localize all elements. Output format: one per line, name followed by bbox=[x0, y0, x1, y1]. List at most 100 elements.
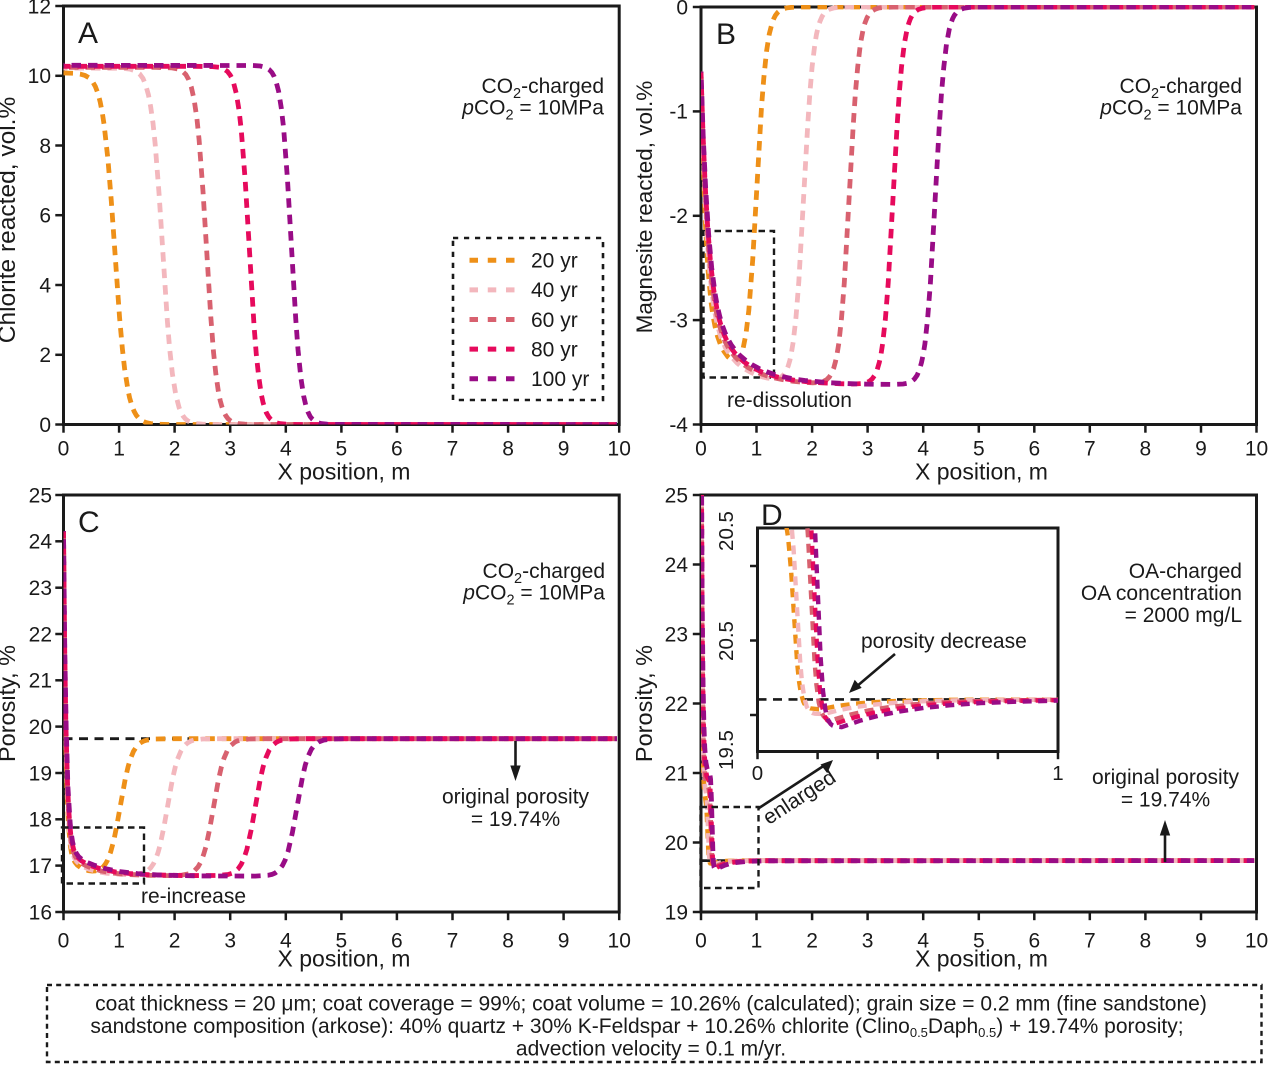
svg-text:X position, m: X position, m bbox=[278, 459, 411, 485]
svg-text:X position, m: X position, m bbox=[915, 459, 1048, 485]
svg-text:40 yr: 40 yr bbox=[531, 279, 578, 302]
svg-text:CO2-charged: CO2-charged bbox=[483, 560, 605, 587]
svg-text:original porosity: original porosity bbox=[442, 786, 590, 809]
svg-text:2: 2 bbox=[806, 438, 818, 461]
svg-text:0: 0 bbox=[39, 414, 51, 437]
svg-text:23: 23 bbox=[29, 577, 52, 600]
svg-text:porosity decrease: porosity decrease bbox=[861, 630, 1027, 653]
svg-text:6: 6 bbox=[1028, 930, 1040, 953]
svg-text:10: 10 bbox=[608, 438, 631, 461]
svg-text:21: 21 bbox=[665, 762, 688, 785]
svg-text:8: 8 bbox=[502, 438, 514, 461]
svg-text:10: 10 bbox=[28, 65, 51, 88]
svg-text:10: 10 bbox=[608, 930, 631, 953]
svg-text:CO2-charged: CO2-charged bbox=[1120, 75, 1242, 102]
svg-text:original porosity: original porosity bbox=[1092, 766, 1240, 789]
svg-text:sandstone composition (arkose): sandstone composition (arkose): 40% quar… bbox=[90, 1015, 1183, 1040]
svg-text:9: 9 bbox=[1195, 438, 1207, 461]
svg-text:8: 8 bbox=[1140, 930, 1152, 953]
svg-text:5: 5 bbox=[336, 930, 348, 953]
svg-text:3: 3 bbox=[862, 930, 874, 953]
svg-text:20.5: 20.5 bbox=[715, 621, 738, 661]
svg-text:19.5: 19.5 bbox=[715, 730, 738, 770]
svg-text:pCO2 = 10MPa: pCO2 = 10MPa bbox=[1099, 97, 1242, 124]
svg-text:4: 4 bbox=[917, 930, 929, 953]
svg-text:6: 6 bbox=[1028, 438, 1040, 461]
svg-text:2: 2 bbox=[169, 930, 181, 953]
svg-text:4: 4 bbox=[917, 438, 929, 461]
svg-text:0: 0 bbox=[695, 438, 707, 461]
svg-text:= 19.74%: = 19.74% bbox=[471, 808, 560, 831]
svg-text:0: 0 bbox=[695, 930, 707, 953]
svg-text:1: 1 bbox=[113, 438, 125, 461]
svg-text:20: 20 bbox=[29, 716, 52, 739]
svg-text:20.5: 20.5 bbox=[715, 511, 738, 551]
svg-text:8: 8 bbox=[39, 135, 51, 158]
svg-text:22: 22 bbox=[665, 693, 688, 716]
svg-text:X position, m: X position, m bbox=[915, 946, 1048, 972]
svg-text:5: 5 bbox=[336, 438, 348, 461]
svg-text:re-increase: re-increase bbox=[141, 885, 246, 908]
svg-text:24: 24 bbox=[665, 554, 689, 577]
svg-text:25: 25 bbox=[29, 484, 52, 507]
svg-text:2: 2 bbox=[169, 438, 181, 461]
svg-text:1: 1 bbox=[1052, 762, 1063, 785]
svg-text:21: 21 bbox=[29, 670, 52, 693]
svg-text:60 yr: 60 yr bbox=[531, 309, 578, 332]
svg-text:16: 16 bbox=[29, 901, 52, 924]
svg-text:10: 10 bbox=[1245, 930, 1268, 953]
svg-text:22: 22 bbox=[29, 623, 52, 646]
svg-text:advection velocity = 0.1 m/yr.: advection velocity = 0.1 m/yr. bbox=[516, 1038, 786, 1061]
svg-text:20 yr: 20 yr bbox=[531, 250, 578, 273]
svg-text:12: 12 bbox=[28, 0, 51, 18]
svg-text:-3: -3 bbox=[669, 309, 688, 332]
svg-text:4: 4 bbox=[280, 438, 292, 461]
svg-text:17: 17 bbox=[29, 855, 52, 878]
svg-text:9: 9 bbox=[1195, 930, 1207, 953]
svg-text:80 yr: 80 yr bbox=[531, 338, 578, 361]
svg-text:pCO2 = 10MPa: pCO2 = 10MPa bbox=[461, 97, 604, 124]
svg-text:Porosity, %: Porosity, % bbox=[631, 645, 657, 762]
svg-text:25: 25 bbox=[665, 484, 688, 507]
svg-text:D: D bbox=[761, 499, 783, 532]
svg-text:7: 7 bbox=[1084, 930, 1096, 953]
svg-text:5: 5 bbox=[973, 438, 985, 461]
svg-text:3: 3 bbox=[224, 930, 236, 953]
svg-text:C: C bbox=[78, 506, 100, 539]
svg-text:= 2000 mg/L: = 2000 mg/L bbox=[1125, 604, 1242, 627]
svg-text:0: 0 bbox=[752, 762, 763, 785]
svg-text:19: 19 bbox=[665, 901, 688, 924]
svg-text:3: 3 bbox=[862, 438, 874, 461]
svg-text:0: 0 bbox=[676, 0, 688, 19]
svg-text:OA concentration: OA concentration bbox=[1081, 582, 1242, 605]
svg-text:-4: -4 bbox=[669, 414, 688, 437]
svg-text:100 yr: 100 yr bbox=[531, 368, 589, 391]
svg-text:24: 24 bbox=[29, 531, 53, 554]
svg-text:3: 3 bbox=[224, 438, 236, 461]
svg-text:7: 7 bbox=[447, 930, 459, 953]
svg-text:X position, m: X position, m bbox=[278, 946, 411, 972]
svg-text:pCO2 = 10MPa: pCO2 = 10MPa bbox=[462, 582, 605, 609]
svg-text:6: 6 bbox=[39, 205, 51, 228]
svg-text:1: 1 bbox=[751, 438, 763, 461]
svg-text:8: 8 bbox=[502, 930, 514, 953]
svg-text:7: 7 bbox=[447, 438, 459, 461]
svg-text:10: 10 bbox=[1245, 438, 1268, 461]
svg-text:0: 0 bbox=[58, 930, 70, 953]
svg-text:5: 5 bbox=[973, 930, 985, 953]
svg-text:re-dissolution: re-dissolution bbox=[727, 389, 852, 412]
svg-text:4: 4 bbox=[280, 930, 292, 953]
svg-text:Magnesite reacted, vol.%: Magnesite reacted, vol.% bbox=[632, 81, 657, 334]
svg-text:20: 20 bbox=[665, 832, 688, 855]
svg-text:OA-charged: OA-charged bbox=[1129, 560, 1242, 583]
svg-text:9: 9 bbox=[558, 438, 570, 461]
svg-text:Chlorite reacted, vol.%: Chlorite reacted, vol.% bbox=[0, 97, 21, 343]
svg-text:= 19.74%: = 19.74% bbox=[1121, 789, 1210, 812]
svg-text:-1: -1 bbox=[669, 101, 688, 124]
svg-text:8: 8 bbox=[1140, 438, 1152, 461]
svg-text:coat thickness = 20 μm; coat c: coat thickness = 20 μm; coat coverage = … bbox=[95, 993, 1207, 1016]
svg-text:1: 1 bbox=[751, 930, 763, 953]
svg-text:1: 1 bbox=[113, 930, 125, 953]
svg-text:23: 23 bbox=[665, 623, 688, 646]
svg-text:A: A bbox=[78, 17, 98, 50]
